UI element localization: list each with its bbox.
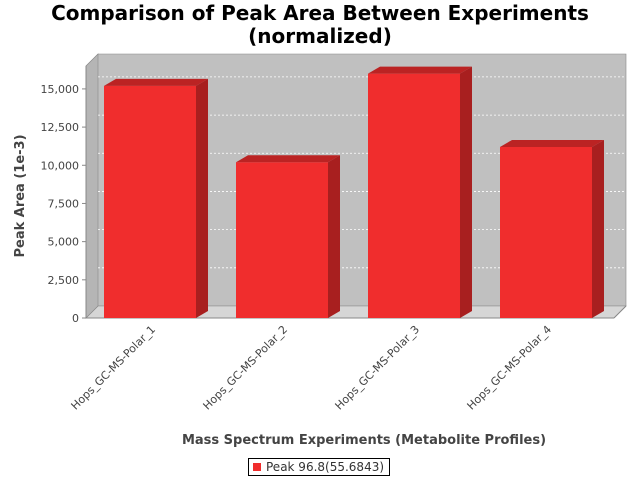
chart-title-line-1: Comparison of Peak Area Between Experime… [51,1,589,25]
bar [104,85,196,318]
legend-label: Peak 96.8(55.6843) [266,460,385,474]
bar-side [592,139,604,318]
legend: Peak 96.8(55.6843) [248,458,391,476]
bar-side [328,155,340,318]
x-tick-label: Hops_GC-MS-Polar_3 [333,323,423,413]
bar-top [500,139,604,147]
y-tick-label: 15,000 [41,83,80,96]
x-axis-edge [613,305,627,319]
bar [500,146,592,318]
bar-top [236,155,340,163]
chart-title: Comparison of Peak Area Between Experime… [0,2,640,48]
chart-title-line-2: (normalized) [248,24,392,48]
y-axis-title: Peak Area (1e-3) [13,134,28,257]
x-tick-label: Hops_GC-MS-Polar_2 [201,323,291,413]
bar [236,162,328,318]
bar-top [104,78,208,86]
legend-swatch [253,463,261,471]
y-tick-label: 10,000 [41,159,80,172]
bar [368,73,460,319]
y-tick-label: 0 [72,312,79,325]
bar-side [460,66,472,319]
y-tick-label: 2,500 [48,274,80,287]
bar-top [368,66,472,74]
y-tick-label: 12,500 [41,121,80,134]
y-tick-label: 7,500 [48,197,80,210]
bar-side [196,78,208,318]
y-tick-label: 5,000 [48,236,80,249]
x-tick-label: Hops_GC-MS-Polar_4 [465,323,555,413]
x-tick-label: Hops_GC-MS-Polar_1 [69,323,159,413]
plot-side-wall [85,53,99,319]
x-axis-title: Mass Spectrum Experiments (Metabolite Pr… [182,433,546,448]
